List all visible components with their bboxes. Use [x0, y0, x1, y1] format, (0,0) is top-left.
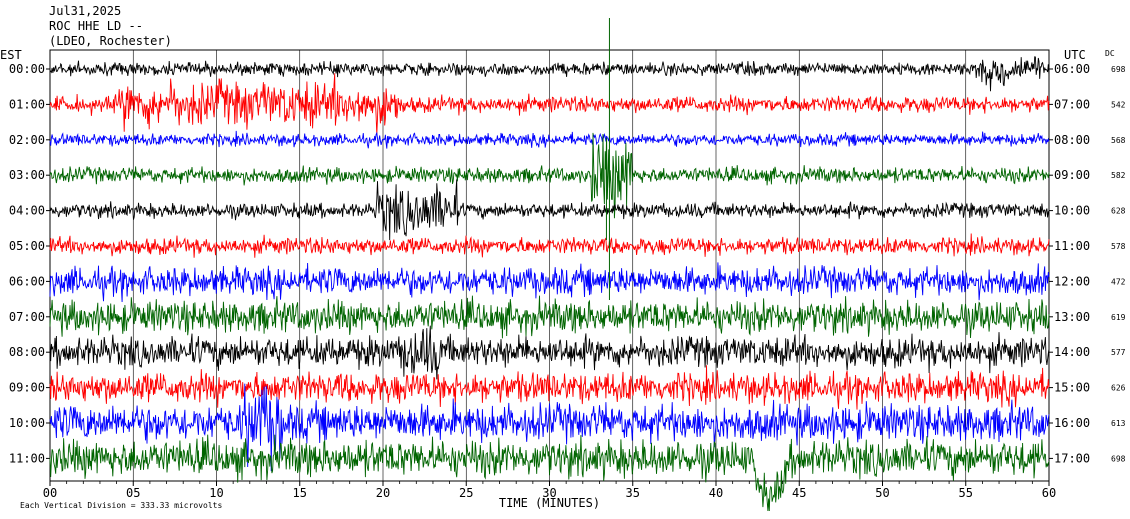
trace-group	[49, 18, 1050, 512]
utc-hour-label: 14:00	[1054, 345, 1090, 359]
utc-axis-label: UTC	[1064, 48, 1086, 62]
est-hour-label: 09:00	[9, 381, 45, 395]
est-hour-label: 04:00	[9, 204, 45, 218]
dc-offset-value: 628	[1111, 207, 1126, 216]
est-hour-label: 03:00	[9, 168, 45, 182]
trace-line	[49, 56, 1050, 92]
x-tick-label: 50	[875, 486, 889, 500]
dc-offset-value: 698	[1111, 454, 1126, 463]
dc-offset-value: 619	[1111, 313, 1126, 322]
utc-hour-label: 15:00	[1054, 381, 1090, 395]
x-tick-label: 05	[126, 486, 140, 500]
trace-line	[49, 132, 1050, 219]
dc-offset-value: 613	[1111, 419, 1126, 428]
est-hour-label: 00:00	[9, 62, 45, 76]
x-axis-title: TIME (MINUTES)	[499, 496, 600, 510]
x-tick-label: 35	[626, 486, 640, 500]
x-tick-label: 25	[459, 486, 473, 500]
trace-line	[49, 383, 1050, 472]
dc-offset-value: 472	[1111, 277, 1126, 286]
trace-line	[49, 325, 1050, 380]
dc-offset-value: 698	[1111, 65, 1126, 74]
label-group: 00 05 10 15 20 25 30 35 40 45 50 55 60 00:00 06:00 698 0…	[0, 48, 1126, 510]
est-hour-label: 10:00	[9, 416, 45, 430]
est-hour-label: 05:00	[9, 239, 45, 253]
x-tick-label: 15	[293, 486, 307, 500]
dc-offset-value: 568	[1111, 136, 1126, 145]
utc-hour-label: 13:00	[1054, 310, 1090, 324]
dc-offset-value: 626	[1111, 384, 1126, 393]
est-hour-label: 02:00	[9, 133, 45, 147]
utc-hour-label: 07:00	[1054, 97, 1090, 111]
utc-hour-label: 17:00	[1054, 451, 1090, 465]
est-hour-label: 07:00	[9, 310, 45, 324]
trace-line	[49, 295, 1050, 339]
dc-offset-value: 578	[1111, 242, 1126, 251]
utc-hour-label: 08:00	[1054, 133, 1090, 147]
x-tick-label: 40	[709, 486, 723, 500]
est-hour-label: 08:00	[9, 345, 45, 359]
dc-offset-value: 582	[1111, 171, 1126, 180]
utc-hour-label: 12:00	[1054, 274, 1090, 288]
trace-line	[49, 179, 1050, 241]
est-hour-label: 11:00	[9, 451, 45, 465]
x-tick-label: 00	[43, 486, 57, 500]
trace-line	[49, 233, 1050, 258]
plot-date: Jul31,2025	[49, 4, 122, 18]
x-tick-label: 60	[1042, 486, 1056, 500]
dc-column-label: DC	[1105, 49, 1115, 58]
x-tick-label: 55	[959, 486, 973, 500]
x-tick-label: 20	[376, 486, 390, 500]
dc-offset-value: 577	[1111, 348, 1126, 357]
utc-hour-label: 09:00	[1054, 168, 1090, 182]
est-axis-label: EST	[0, 48, 22, 62]
est-hour-label: 06:00	[9, 274, 45, 288]
x-tick-label: 30	[542, 486, 556, 500]
trace-line	[49, 365, 1050, 410]
trace-line	[49, 262, 1050, 303]
dc-offset-value: 542	[1111, 100, 1126, 109]
time-grid	[46, 49, 1053, 486]
x-tick-label: 10	[209, 486, 223, 500]
est-hour-label: 01:00	[9, 97, 45, 111]
utc-hour-label: 16:00	[1054, 416, 1090, 430]
utc-hour-label: 06:00	[1054, 62, 1090, 76]
trace-line	[49, 434, 1050, 512]
network-label: (LDEO, Rochester)	[49, 34, 172, 48]
station-code: ROC HHE LD --	[49, 19, 143, 33]
utc-hour-label: 10:00	[1054, 204, 1090, 218]
trace-line	[49, 130, 1050, 149]
utc-hour-label: 11:00	[1054, 239, 1090, 253]
x-tick-label: 45	[792, 486, 806, 500]
trace-line	[49, 73, 1050, 135]
scale-footer: Each Vertical Division = 333.33 microvol…	[20, 501, 222, 510]
